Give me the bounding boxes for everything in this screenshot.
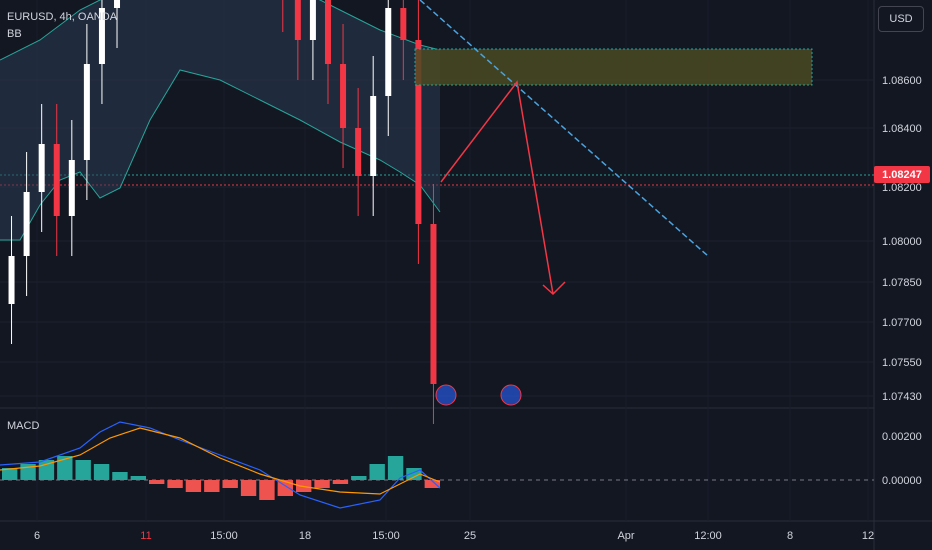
time-tick-label: 15:00 xyxy=(372,530,400,542)
price-tick-label: 1.07700 xyxy=(882,317,922,329)
projection-path xyxy=(440,80,554,295)
candle-body xyxy=(23,192,30,256)
candle-body xyxy=(8,256,15,304)
macd-histogram-bar xyxy=(204,480,220,492)
time-tick-label: 18 xyxy=(299,530,311,542)
currency-button[interactable]: USD xyxy=(878,6,924,32)
macd-histogram-bar xyxy=(259,480,275,500)
arrow-head xyxy=(542,281,566,296)
candle-body xyxy=(415,40,422,224)
axes: 1.08600 1.08400 1.08200 1.08000 1.07850 1.077… xyxy=(34,75,922,542)
macd-pane xyxy=(0,421,874,509)
supply-zone xyxy=(414,48,813,86)
macd-indicator-label[interactable]: MACD xyxy=(7,420,40,432)
signal-line xyxy=(0,427,441,495)
macd-histogram-bar xyxy=(112,472,128,480)
time-tick-label: Apr xyxy=(617,530,634,542)
candle-body xyxy=(83,64,90,160)
time-tick-label: 6 xyxy=(34,530,40,542)
macd-histogram-bar xyxy=(314,480,330,488)
trendline-line xyxy=(419,0,709,257)
candle-body xyxy=(68,160,75,216)
macd-histogram-bar xyxy=(130,476,146,480)
macd-line xyxy=(0,421,441,509)
projection-arrows xyxy=(435,80,566,406)
macd-histogram-bar xyxy=(167,480,183,488)
candle-body xyxy=(340,64,347,128)
bb-indicator-label[interactable]: BB xyxy=(7,28,22,40)
candle-body xyxy=(38,144,45,192)
price-tick-label: 1.08200 xyxy=(882,182,922,194)
price-tick-label: 1.07850 xyxy=(882,277,922,289)
candle-body xyxy=(294,0,301,40)
macd-histogram-bar xyxy=(222,480,238,488)
macd-histogram-bar xyxy=(75,460,91,480)
macd-tick-label: 0.00200 xyxy=(882,431,922,443)
candle-body xyxy=(114,0,121,8)
candle-body xyxy=(53,144,60,216)
macd-histogram-bar xyxy=(240,480,257,496)
event-marker xyxy=(435,384,457,406)
time-tick-label: 25 xyxy=(464,530,476,542)
candle-body xyxy=(370,96,377,176)
time-tick-label: 12:00 xyxy=(694,530,722,542)
time-tick-label: 11 xyxy=(140,530,151,542)
candle-body xyxy=(430,224,437,384)
macd-histogram-bar xyxy=(369,464,385,480)
macd-histogram-bar xyxy=(93,464,110,480)
macd-histogram-bar xyxy=(387,456,404,480)
macd-histogram-bar xyxy=(424,480,440,488)
price-tick-label: 1.08600 xyxy=(882,75,922,87)
macd-tick-label: 0.00000 xyxy=(882,475,922,487)
candle-body xyxy=(355,128,362,176)
candle-body xyxy=(98,8,105,64)
macd-histogram-bar xyxy=(149,480,165,484)
time-tick-label: 12 xyxy=(862,530,874,542)
candle-body xyxy=(400,8,407,40)
price-tick-label: 1.08000 xyxy=(882,236,922,248)
event-marker xyxy=(500,384,522,406)
macd-histogram-bar xyxy=(351,476,367,480)
macd-histogram-bar xyxy=(57,456,73,480)
symbol-label: EURUSD, 4h, OANDA xyxy=(7,11,118,23)
candle-body xyxy=(309,0,316,40)
macd-histogram-bar xyxy=(332,480,349,484)
bb-lower-line xyxy=(0,69,441,241)
candle-body xyxy=(324,0,331,64)
time-tick-label: 15:00 xyxy=(210,530,238,542)
price-tick-label: 1.07430 xyxy=(882,391,922,403)
zone-rect xyxy=(414,48,813,86)
price-tick-label: 1.08400 xyxy=(882,123,922,135)
current-price-badge: 1.08247 xyxy=(874,166,930,183)
candle-body xyxy=(385,8,392,96)
macd-histogram-bar xyxy=(2,468,18,480)
trendline xyxy=(419,0,709,257)
macd-histogram-bar xyxy=(185,480,202,492)
time-tick-label: 8 xyxy=(787,530,793,542)
candles xyxy=(8,0,437,424)
price-tick-label: 1.07550 xyxy=(882,357,922,369)
